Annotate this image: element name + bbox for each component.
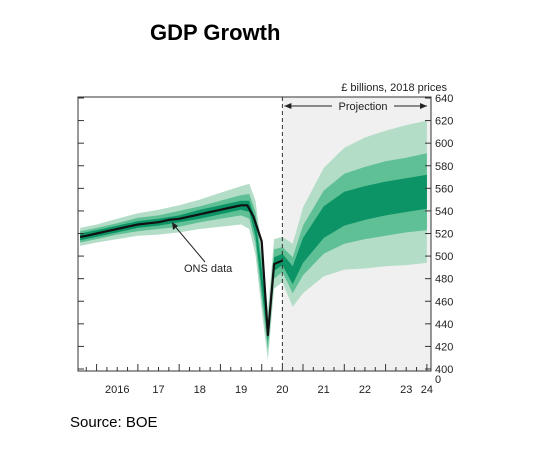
x-tick-label: 18 <box>194 384 206 396</box>
x-tick-label: 17 <box>152 384 164 396</box>
ons-data-label: ONS data <box>184 263 233 275</box>
ons-data-series <box>79 204 283 337</box>
y-axis: 400 420 440 460 480 500 520 540 560 580 600 620 640 0 <box>78 93 453 386</box>
x-tick-label: 2016 <box>105 384 129 396</box>
x-tick-label: 24 <box>421 384 433 396</box>
chart-title: GDP Growth <box>150 20 281 45</box>
fan-band-inner <box>80 174 427 342</box>
chart-source: Source: BOE <box>70 414 158 431</box>
y-tick-label: 500 <box>435 251 453 263</box>
projection-label: Projection <box>339 101 388 113</box>
ons-annotation: ONS data <box>172 222 233 275</box>
projection-arrowhead-left <box>284 103 292 109</box>
y-tick-label: 440 <box>435 319 453 331</box>
x-tick-label: 23 <box>400 384 412 396</box>
y-tick-label: 480 <box>435 274 453 286</box>
x-tick-label: 19 <box>235 384 247 396</box>
y-tick-label: 400 <box>435 364 453 376</box>
x-axis: 2016 17 18 19 20 21 22 23 24 <box>85 364 433 396</box>
y-tick-label: 520 <box>435 229 453 241</box>
ons-data-arrow <box>172 223 206 263</box>
y-tick-label: 620 <box>435 116 453 128</box>
fan-bands <box>80 120 427 360</box>
y-tick-label: 560 <box>435 183 453 195</box>
y-tick-label: 540 <box>435 206 453 218</box>
x-tick-label: 20 <box>276 384 288 396</box>
x-tick-label: 22 <box>359 384 371 396</box>
y-tick-label: 640 <box>435 93 453 105</box>
y-tick-label: 460 <box>435 296 453 308</box>
x-tick-label: 21 <box>318 384 330 396</box>
projection-marker: Projection <box>284 101 427 113</box>
ons-data-line <box>79 204 283 337</box>
y-tick-label: 420 <box>435 341 453 353</box>
y-tick-label: 600 <box>435 138 453 150</box>
y-axis-unit-label: £ billions, 2018 prices <box>341 82 447 94</box>
projection-arrowhead-right <box>420 103 427 109</box>
y-tick-label: 580 <box>435 161 453 173</box>
ons-data-arrowhead <box>172 222 178 230</box>
y-zero-label: 0 <box>435 374 441 386</box>
